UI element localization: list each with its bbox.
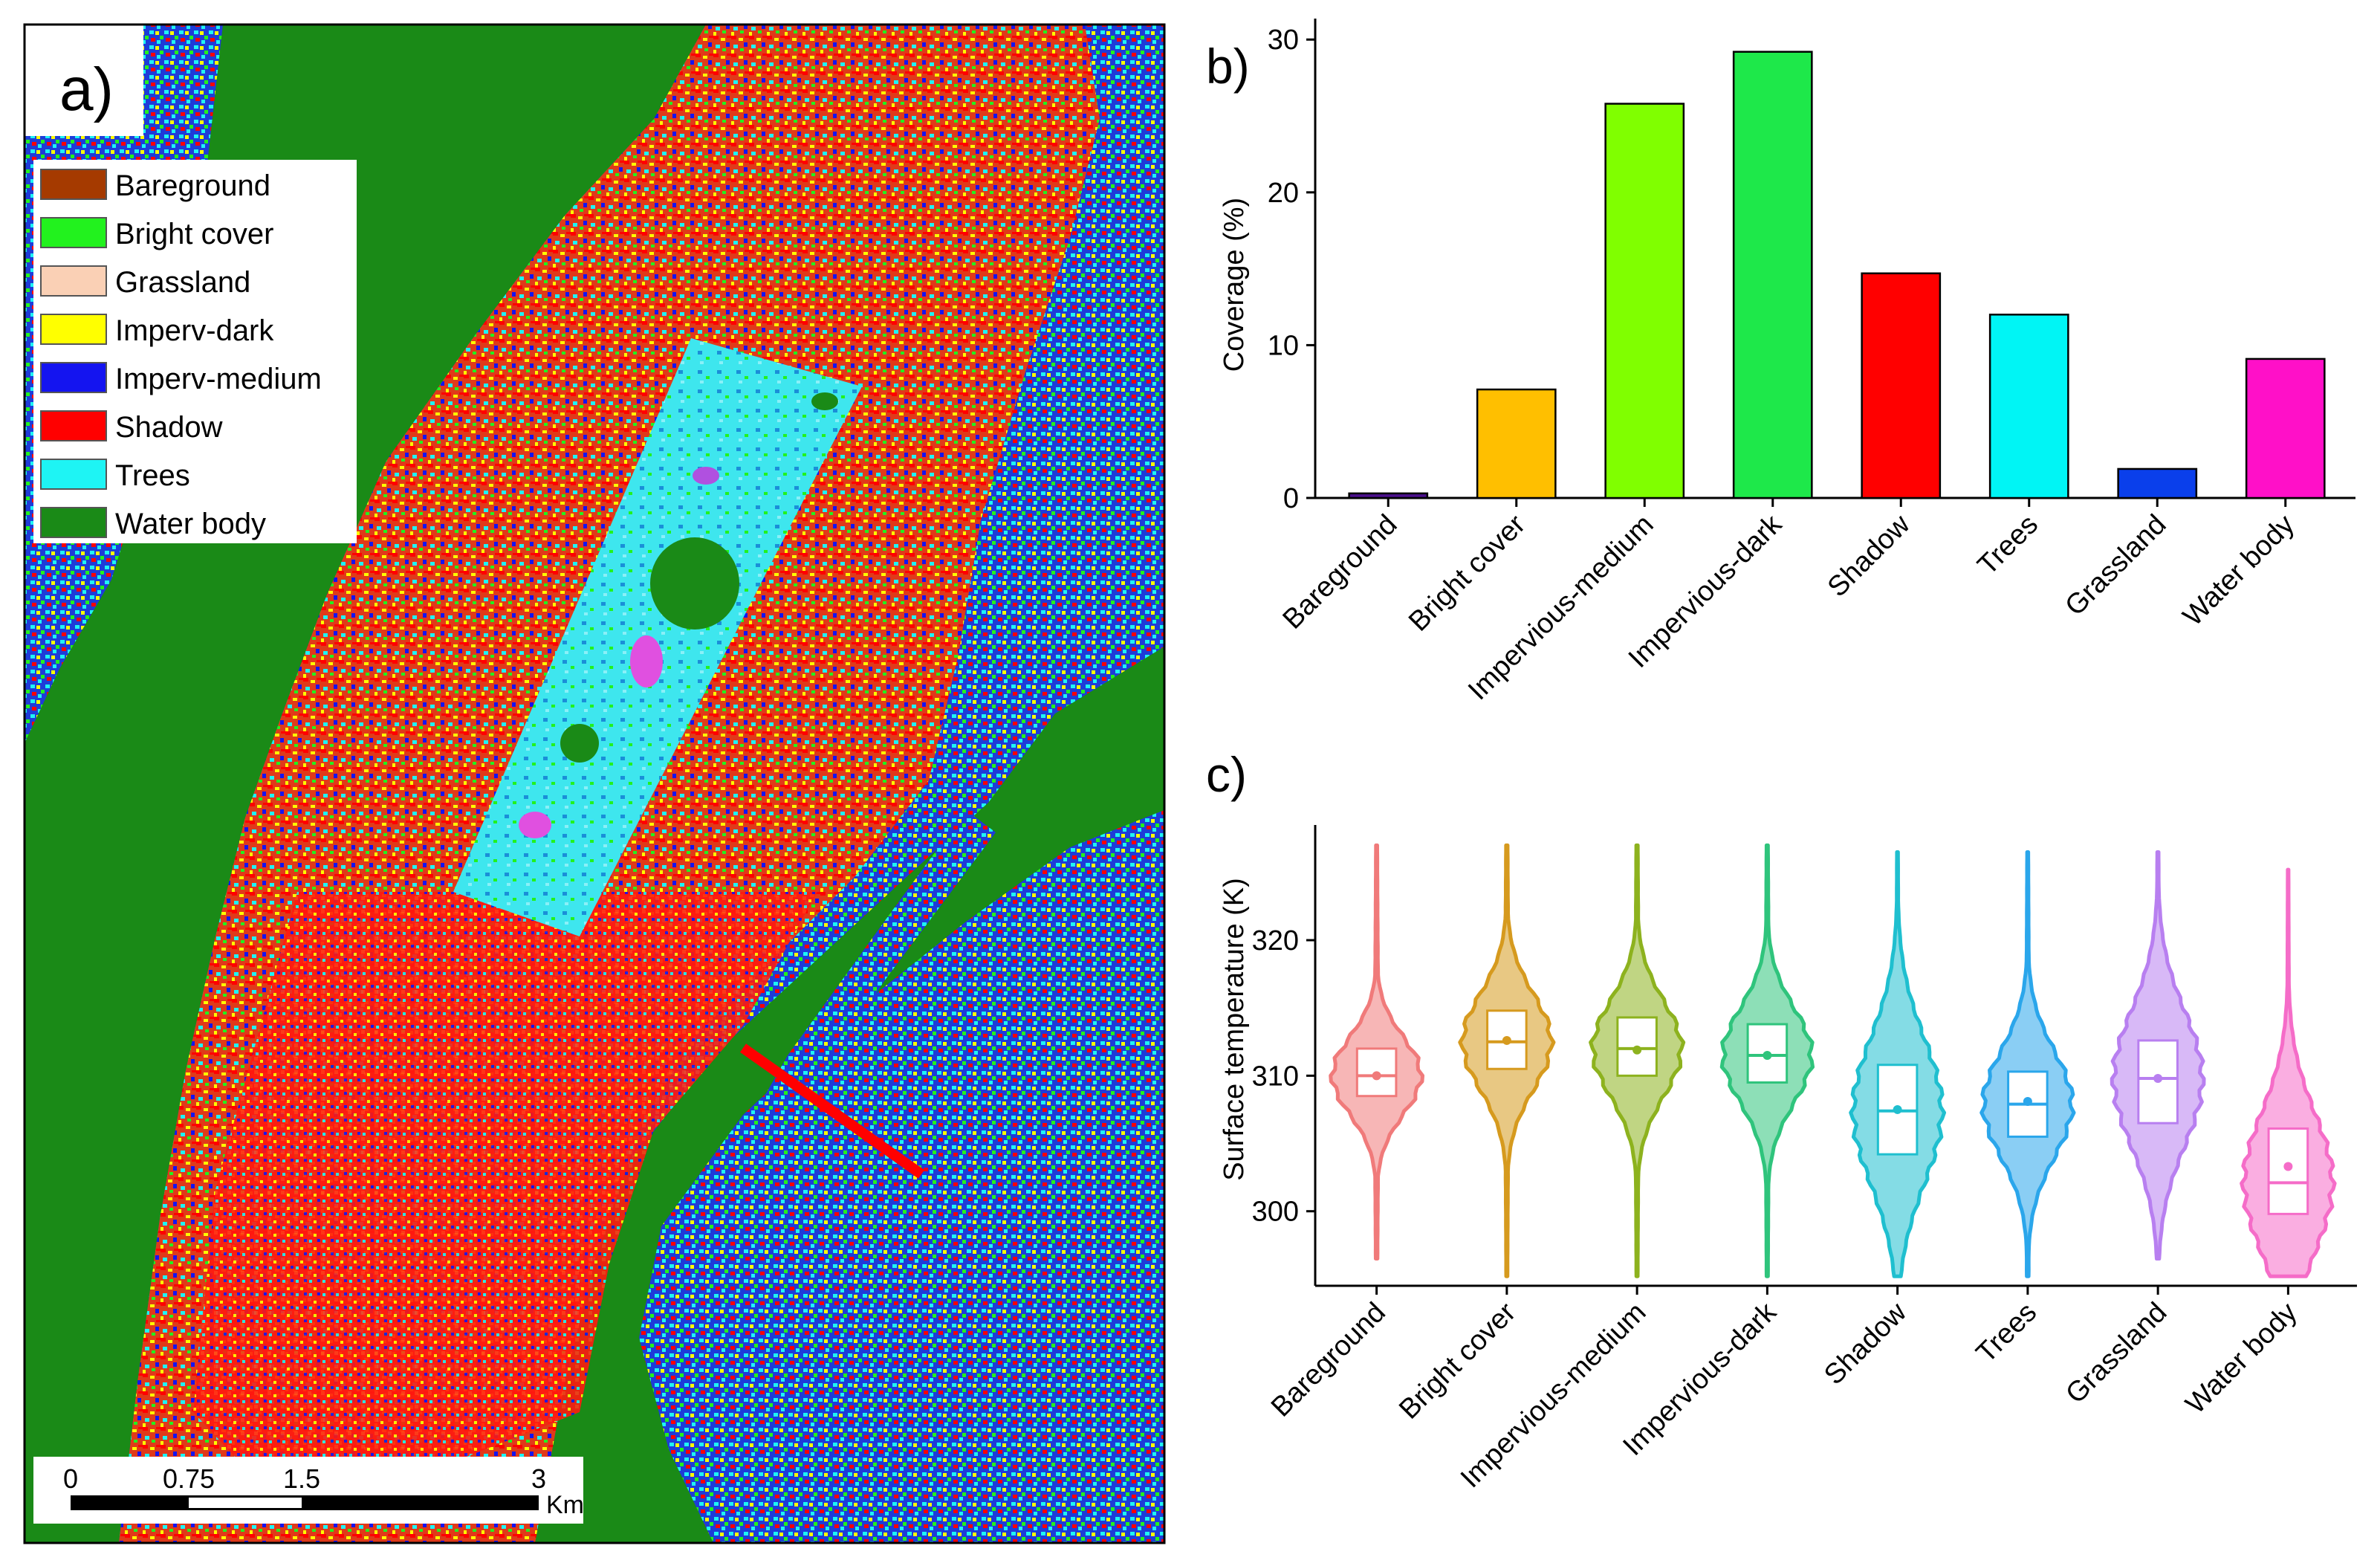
panel-b-label: b) — [1206, 39, 1250, 94]
x-tick-label-water-body: Water body — [2177, 509, 2300, 632]
y-tick-label: 10 — [1268, 330, 1299, 361]
legend-swatch-trees — [40, 459, 107, 490]
legend-swatch-bright-cover — [40, 217, 107, 248]
bar-impervious-medium — [1604, 103, 1685, 499]
legend-swatch-shadow — [40, 410, 107, 441]
legend-label-grassland: Grassland — [115, 266, 250, 299]
x-tick-label-shadow: Shadow — [1818, 1296, 1913, 1391]
legend-swatch-imperv-dark — [40, 314, 107, 345]
x-tick-label-bareground: Bareground — [1265, 1297, 1392, 1423]
bar-bright-cover — [1476, 388, 1557, 499]
scale-bar: 0 0.75 1.5 3Km — [33, 1457, 584, 1524]
legend-swatch-grassland — [40, 265, 107, 297]
x-tick-label-grassland: Grassland — [2059, 509, 2172, 622]
x-tick-label-trees: Trees — [1971, 1297, 2043, 1369]
violin-trees — [1979, 850, 2076, 1278]
box-water-body — [2267, 1127, 2309, 1215]
x-tick-label-shadow: Shadow — [1822, 508, 1916, 603]
mean-point-trees — [2023, 1097, 2032, 1106]
surface-temperature-violin-chart: c) 300 310 320 Bareground Bright cover Imper… — [1189, 743, 2380, 1559]
mean-point-shadow — [1893, 1104, 1902, 1114]
mean-point-impervious-medium — [1632, 1045, 1642, 1055]
panel-a-label: a) — [59, 56, 114, 123]
mean-point-impervious-dark — [1763, 1051, 1772, 1060]
legend-swatch-water-body — [40, 507, 107, 538]
legend-label-trees: Trees — [115, 459, 190, 492]
mean-point-grassland — [2153, 1074, 2163, 1083]
y-tick-label: 0 — [1283, 483, 1299, 514]
scale-tick-label: 1.5 — [283, 1463, 320, 1494]
bar-bareground — [1348, 492, 1429, 499]
y-axis-label: Surface temperature (K) — [1219, 878, 1250, 1181]
legend-label-imperv-dark: Imperv-dark — [115, 314, 274, 347]
y-tick-label: 320 — [1252, 925, 1299, 957]
legend-label-shadow: Shadow — [115, 411, 223, 444]
x-tick-label-bareground: Bareground — [1277, 509, 1403, 635]
land-cover-map: a) Bareground Bright cover Grassland Imperv… — [23, 23, 1166, 1544]
legend-label-bright-cover: Bright cover — [115, 218, 273, 250]
x-tick-label-trees: Trees — [1972, 509, 2044, 581]
map-panel: a) Bareground Bright cover Grassland Imperv… — [0, 0, 1189, 1559]
x-tick-label-bright-cover: Bright cover — [1393, 1296, 1522, 1425]
scale-tick-label: 3 — [531, 1463, 546, 1494]
legend-label-bareground: Bareground — [115, 169, 270, 202]
mean-point-bright-cover — [1502, 1035, 1511, 1045]
scale-unit-label: Km — [546, 1491, 584, 1519]
x-tick-label-water-body: Water body — [2180, 1297, 2303, 1420]
box-bareground — [1355, 1047, 1398, 1098]
x-tick-label-grassland: Grassland — [2060, 1297, 2173, 1410]
coverage-bar-chart: b) 0 10 20 30 Bareground Bright cover Impervi… — [1189, 0, 2380, 743]
y-tick-label: 300 — [1252, 1197, 1299, 1228]
y-tick-label: 30 — [1268, 25, 1299, 56]
bar-shadow — [1861, 272, 1942, 499]
x-tick-label-bright-cover: Bright cover — [1403, 508, 1531, 637]
y-tick-label: 20 — [1268, 178, 1299, 209]
bar-impervious-dark — [1732, 51, 1813, 499]
panel-c-label: c) — [1206, 747, 1247, 802]
map-legend: Bareground Bright cover Grassland Imperv-da… — [33, 160, 357, 543]
bar-grassland — [2117, 467, 2198, 499]
legend-swatch-imperv-medium — [40, 362, 107, 393]
legend-swatch-bareground — [40, 169, 107, 200]
mean-point-bareground — [1372, 1071, 1381, 1081]
legend-label-imperv-medium: Imperv-medium — [115, 363, 322, 395]
y-axis-label: Coverage (%) — [1219, 198, 1250, 372]
violin-water-body — [2240, 867, 2337, 1278]
legend-label-water-body: Water body — [115, 508, 266, 540]
y-tick-label: 310 — [1252, 1061, 1299, 1092]
scale-tick-label: 0 — [63, 1463, 78, 1494]
bar-trees — [1988, 314, 2069, 499]
bar-water-body — [2245, 357, 2326, 499]
mean-point-water-body — [2283, 1162, 2293, 1171]
scale-tick-label: 0.75 — [163, 1463, 215, 1494]
